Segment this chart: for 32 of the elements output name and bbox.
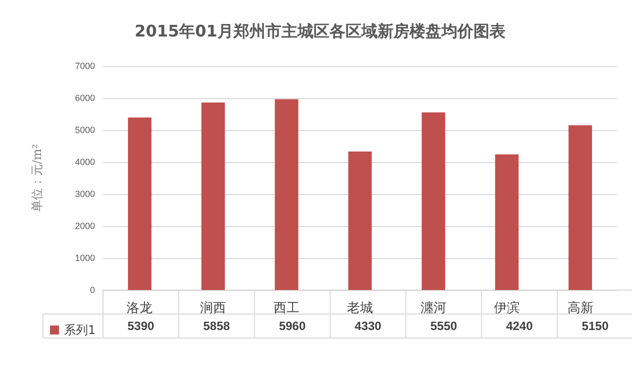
y-tick-label: 7000 [74,61,95,71]
y-tick-label: 5000 [74,125,95,135]
bar [201,102,225,290]
data-label: 5550 [430,319,458,333]
bar [495,154,519,290]
y-tick-label: 0 [90,285,95,295]
y-tick-label: 4000 [74,157,95,167]
bar [128,118,152,290]
y-tick-label: 6000 [74,93,95,103]
data-label: 5390 [128,319,155,333]
chart-title: 2015年01月郑州市主城区各区域新房楼盘均价图表 [134,22,506,40]
x-tick-label: 伊滨 [494,300,520,316]
y-tick-label: 2000 [74,221,95,231]
x-tick-label: 老城 [347,301,373,316]
data-label: 4240 [506,319,534,333]
bar [274,99,298,290]
data-label: 4330 [354,319,382,333]
bar [348,151,372,290]
legend-label: 系列1 [64,323,96,337]
bar [568,125,592,290]
bar [422,112,446,290]
x-tick-label: 瀍河 [420,301,446,316]
x-tick-label: 涧西 [200,301,226,316]
data-label: 5150 [582,319,609,333]
x-tick-label: 西工 [274,301,300,316]
y-tick-label: 3000 [74,189,95,199]
y-tick-label: 1000 [74,253,95,263]
data-label: 5858 [203,319,230,333]
y-axis-title: 单位：元/m² [30,144,44,212]
x-tick-label: 洛龙 [126,301,153,316]
x-tick-label: 高新 [567,300,594,316]
data-label: 5960 [278,319,306,333]
